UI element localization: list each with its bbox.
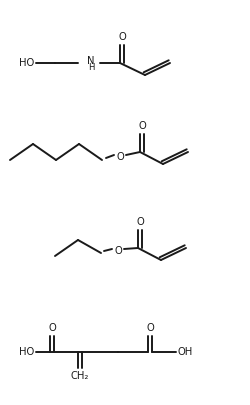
- Text: O: O: [138, 121, 146, 131]
- Text: O: O: [136, 217, 144, 227]
- Text: O: O: [114, 246, 122, 256]
- Text: OH: OH: [178, 347, 192, 357]
- Text: O: O: [146, 323, 154, 333]
- Text: HO: HO: [20, 347, 34, 357]
- Text: HO: HO: [20, 58, 34, 68]
- Text: O: O: [116, 152, 124, 162]
- Text: O: O: [48, 323, 56, 333]
- Text: H: H: [88, 64, 94, 72]
- Text: CH₂: CH₂: [71, 371, 89, 381]
- Text: N: N: [87, 56, 95, 66]
- Text: O: O: [118, 32, 126, 42]
